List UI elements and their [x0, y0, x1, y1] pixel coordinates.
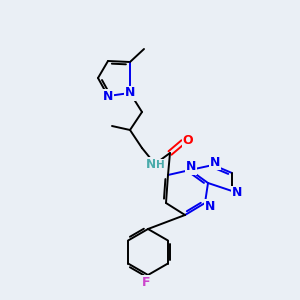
- Text: N: N: [103, 89, 113, 103]
- Text: N: N: [232, 187, 242, 200]
- Text: F: F: [142, 275, 150, 289]
- Text: H: H: [156, 160, 164, 170]
- Text: N: N: [125, 86, 135, 100]
- Text: O: O: [183, 134, 193, 148]
- Text: N: N: [210, 155, 220, 169]
- Text: N: N: [205, 200, 215, 212]
- Text: N: N: [186, 160, 196, 173]
- Text: N: N: [146, 158, 156, 170]
